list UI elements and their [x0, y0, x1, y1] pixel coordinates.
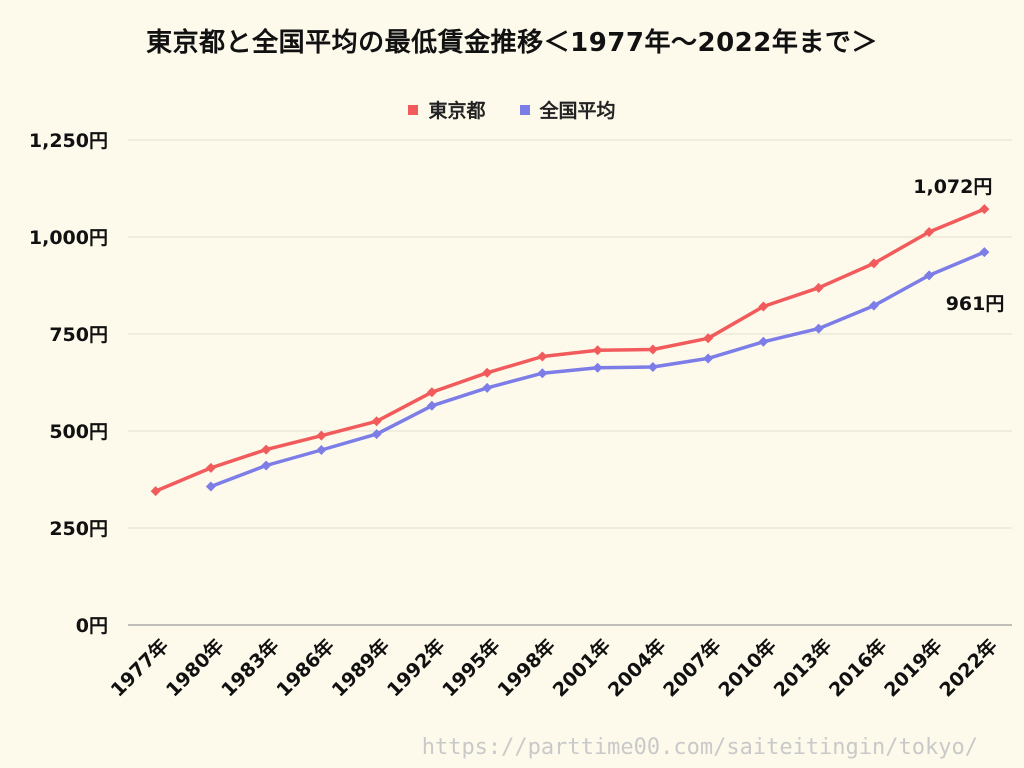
x-tick-label: 2022年: [935, 634, 1002, 701]
x-tick-label: 2010年: [714, 634, 781, 701]
data-point: [868, 258, 879, 269]
data-point: [537, 368, 548, 379]
data-point: [813, 323, 824, 334]
data-point: [426, 400, 437, 411]
data-point: [537, 351, 548, 362]
data-point: [592, 345, 603, 356]
legend-swatch-tokyo: [408, 104, 419, 115]
data-label: 961円: [946, 293, 1005, 315]
data-point: [979, 247, 990, 258]
y-tick-label: 0円: [76, 615, 108, 637]
x-tick-label: 1989年: [327, 634, 394, 701]
x-tick-label: 1998年: [493, 634, 560, 701]
x-tick-label: 2016年: [824, 634, 891, 701]
data-point: [205, 462, 216, 473]
data-point: [924, 226, 935, 237]
x-tick-label: 2007年: [659, 634, 726, 701]
data-point: [426, 387, 437, 398]
series-line: [153, 207, 987, 493]
x-tick-label: 1986年: [272, 634, 339, 701]
legend: 東京都 全国平均: [0, 96, 1024, 123]
data-point: [205, 481, 216, 492]
data-point: [647, 361, 658, 372]
data-point: [316, 430, 327, 441]
legend-label-tokyo: 東京都: [428, 100, 486, 122]
x-tick-label: 1995年: [438, 634, 505, 701]
x-tick-label: 2019年: [880, 634, 947, 701]
y-tick-label: 750円: [49, 324, 108, 346]
legend-item-national: 全国平均: [519, 96, 616, 123]
data-point: [592, 362, 603, 373]
data-point: [261, 460, 272, 471]
x-tick-label: 2013年: [769, 634, 836, 701]
data-point: [371, 416, 382, 427]
legend-swatch-national: [519, 104, 530, 115]
data-point: [979, 204, 990, 215]
data-point: [371, 429, 382, 440]
y-tick-label: 1,000円: [29, 227, 108, 249]
y-tick-label: 1,250円: [29, 130, 108, 152]
data-point: [758, 336, 769, 347]
data-point: [758, 301, 769, 312]
y-tick-label: 500円: [49, 421, 108, 443]
x-tick-label: 2004年: [603, 634, 670, 701]
x-tick-label: 1992年: [382, 634, 449, 701]
x-tick-label: 1977年: [106, 634, 173, 701]
data-point: [482, 382, 493, 393]
x-tick-label: 2001年: [548, 634, 615, 701]
chart-title: 東京都と全国平均の最低賃金推移＜1977年〜2022年まで＞: [146, 28, 878, 58]
data-point: [703, 353, 714, 364]
data-point: [150, 486, 161, 497]
data-point: [868, 300, 879, 311]
x-tick-label: 1980年: [161, 634, 228, 701]
legend-item-tokyo: 東京都: [408, 96, 486, 123]
data-point: [482, 367, 493, 378]
data-label: 1,072円: [913, 176, 992, 198]
data-point: [703, 333, 714, 344]
data-point: [924, 270, 935, 281]
data-point: [261, 444, 272, 455]
legend-label-national: 全国平均: [539, 100, 616, 122]
data-point: [813, 282, 824, 293]
data-point: [316, 445, 327, 456]
x-tick-label: 1983年: [217, 634, 284, 701]
data-point: [647, 344, 658, 355]
y-tick-label: 250円: [49, 518, 108, 540]
source-url: https://parttime00.com/saiteitingin/toky…: [421, 735, 978, 760]
